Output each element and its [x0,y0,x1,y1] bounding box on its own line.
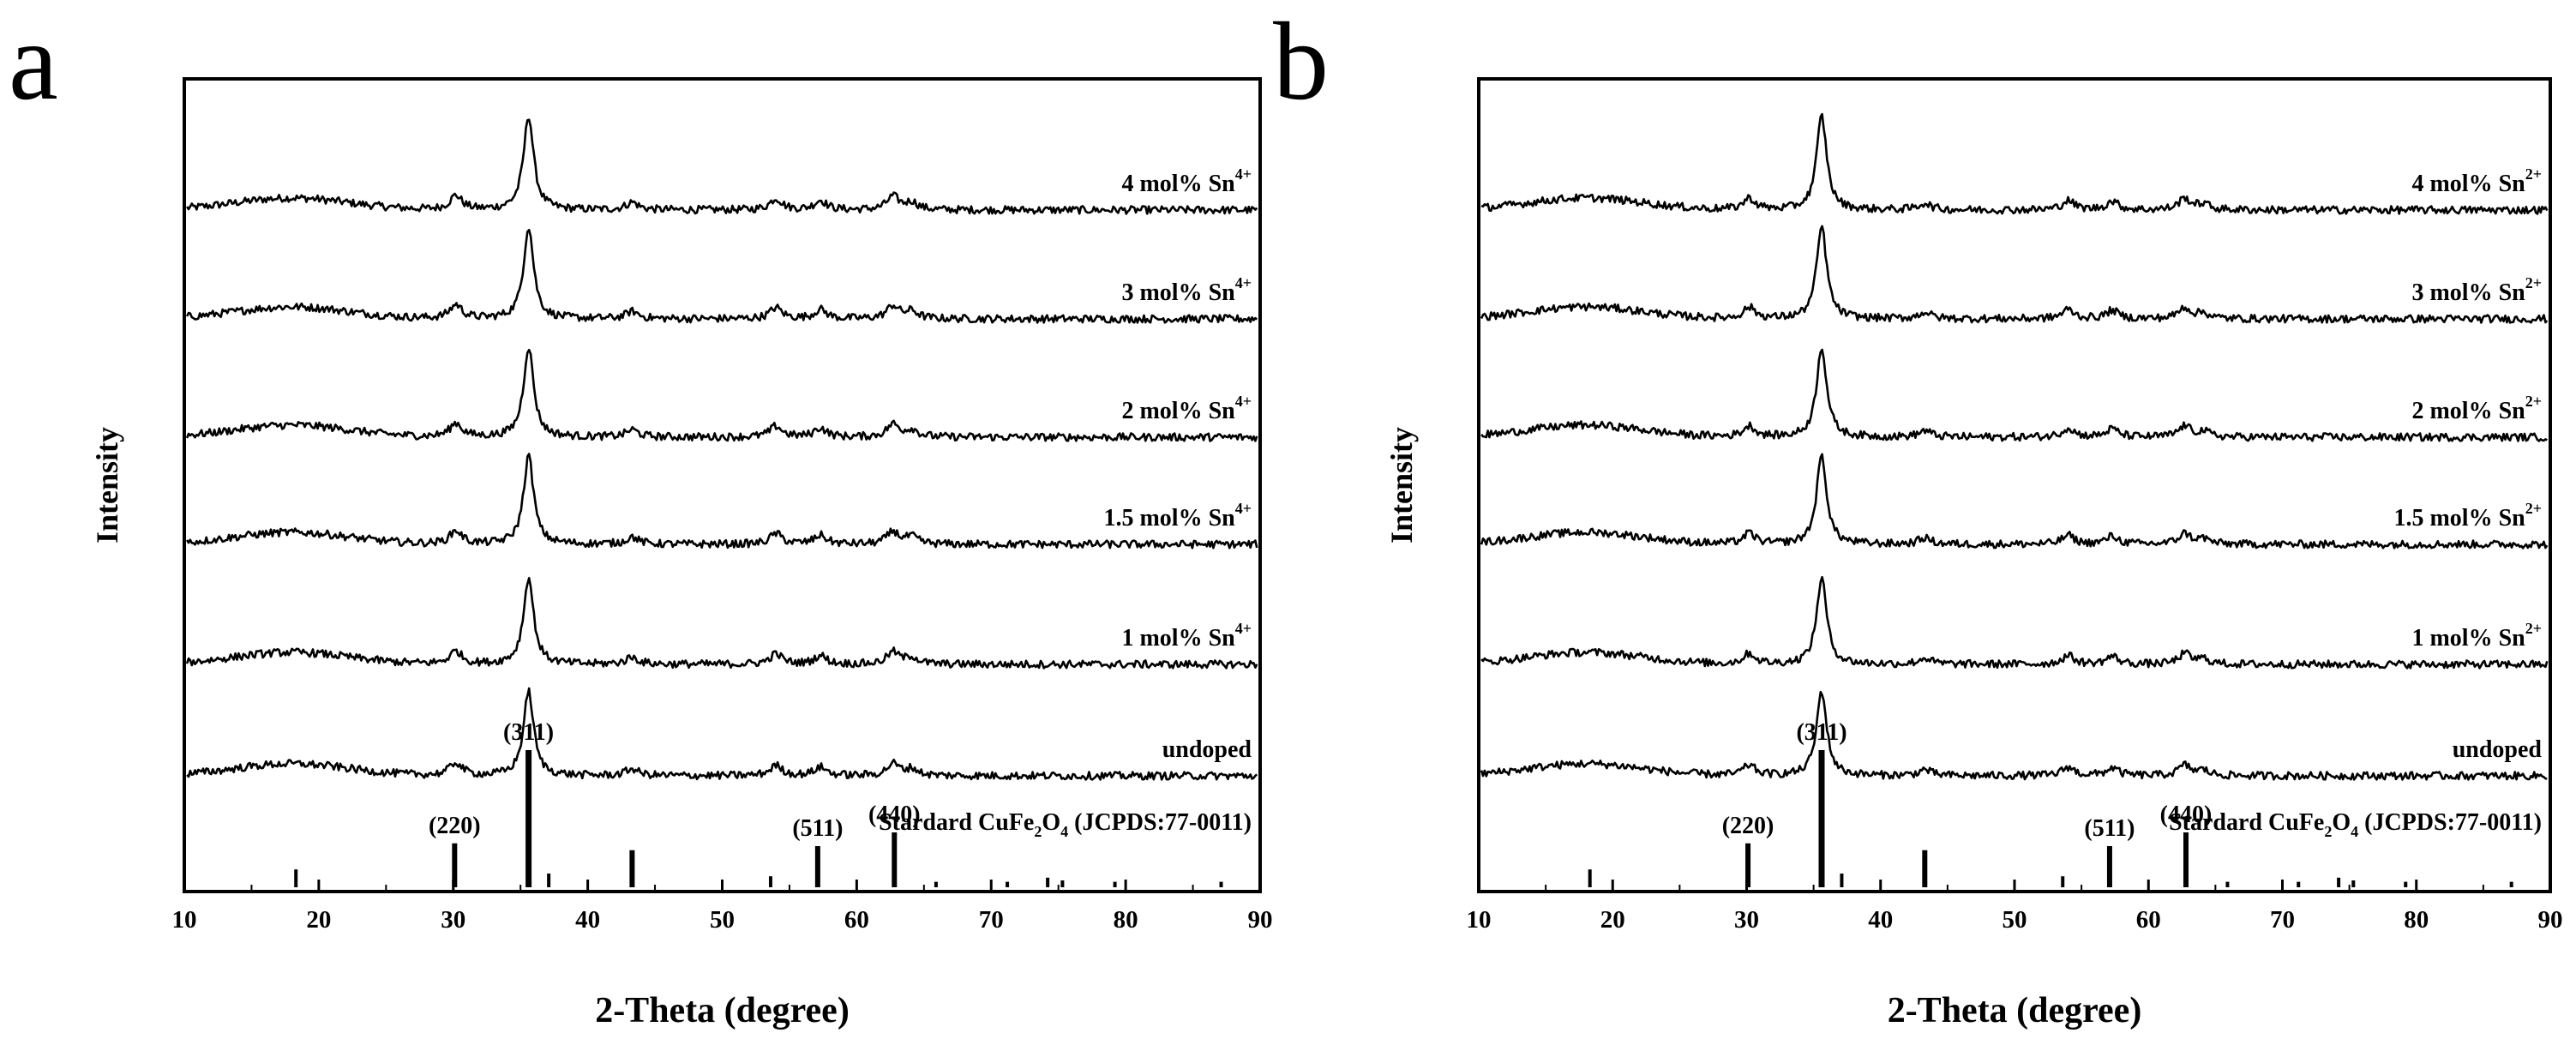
xrd-trace [1480,112,2549,215]
trace-label-superscript: 4+ [1235,165,1252,183]
trace-label-superscript: 2+ [2525,620,2542,637]
hkl-label: (311) [1796,719,1846,746]
x-tick-label: 10 [172,906,197,934]
x-tick-label: 60 [844,906,869,934]
xrd-trace [185,348,1258,442]
trace-label-main: 2 mol% Sn [2411,398,2525,424]
xrd-trace [186,687,1258,781]
x-tick-label: 40 [1868,906,1893,934]
reference-title-text: Stardard CuFe [2169,809,2324,836]
trace-label-superscript: 4+ [1235,274,1252,291]
trace-label-main: 1 mol% Sn [1121,625,1235,652]
reference-title-subscript: 2 [1034,823,1042,840]
panel-letter: a [9,0,58,123]
trace-label-superscript: 2+ [2525,274,2542,291]
trace-label-superscript: 4+ [1235,620,1252,637]
trace-label-main: 3 mol% Sn [2411,279,2525,306]
y-axis-title: Intensity [1384,427,1419,544]
hkl-label: (220) [1722,813,1774,839]
trace-label: 1 mol% Sn2+ [2411,620,2542,652]
x-tick-label: 50 [2003,906,2027,934]
x-tick-label: 80 [2404,906,2429,934]
reference-title: Stardard CuFe2O4 (JCPDS:77-0011) [879,809,1252,840]
xrd-trace [1480,453,2549,550]
trace-label: 3 mol% Sn2+ [2411,274,2542,306]
trace-label-main: undoped [2453,736,2543,763]
trace-label: undoped [1162,736,1252,763]
trace-label-main: 1 mol% Sn [2411,625,2525,652]
y-axis-title: Intensity [90,427,124,544]
reference-title-text: O [2332,809,2351,836]
trace-label: 2 mol% Sn4+ [1121,393,1252,424]
chart-panel-b: b 10 20 30 40 50 60 70 80 90 2-Theta (degree) Inten… [1273,0,2563,1030]
trace-label-superscript: 4+ [1235,393,1252,410]
trace-label: 4 mol% Sn4+ [1121,165,1252,197]
x-tick-label: 70 [979,906,1004,934]
xrd-trace [1480,348,2548,442]
trace-label-main: 4 mol% Sn [2411,171,2525,197]
x-tick-label: 60 [2136,906,2161,934]
hkl-label: (511) [792,815,843,842]
x-tick-label: 20 [306,906,331,934]
xrd-trace [185,228,1258,324]
hkl-label: (440) [868,802,921,828]
x-tick-label: 80 [1114,906,1138,934]
reference-title-text: (JCPDS:77-0011) [2358,809,2542,836]
xrd-trace [1480,690,2548,781]
trace-label-superscript: 2+ [2525,500,2542,517]
trace-label: 1 mol% Sn4+ [1121,620,1252,652]
trace-label-superscript: 4+ [1235,500,1252,517]
reference-title-subscript: 4 [1060,823,1068,840]
trace-label-superscript: 2+ [2525,393,2542,410]
hkl-label: (311) [503,719,554,746]
xrd-trace [185,453,1258,550]
chart-panel-a: a 10 20 30 40 50 60 70 80 90 2-Theta (degree) Inten… [9,0,1273,1030]
x-tick-label: 90 [1248,906,1273,934]
trace-label-main: 2 mol% Sn [1121,398,1235,424]
trace-label-superscript: 2+ [2525,165,2542,183]
trace-label: 1.5 mol% Sn2+ [2393,500,2542,532]
xrd-trace [1480,225,2549,324]
x-axis-title: 2-Theta (degree) [1888,991,2142,1030]
panel-letter: b [1273,0,1329,123]
x-tick-label: 30 [1734,906,1759,934]
trace-label: 1.5 mol% Sn4+ [1103,500,1252,532]
x-tick-label: 20 [1600,906,1625,934]
hkl-label: (440) [2160,802,2213,828]
xrd-trace [1480,575,2549,670]
reference-title-subscript: 2 [2324,823,2332,840]
reference-title: Stardard CuFe2O4 (JCPDS:77-0011) [2169,809,2542,840]
trace-label: 3 mol% Sn4+ [1121,274,1252,306]
x-tick-label: 30 [441,906,465,934]
reference-title-text: Stardard CuFe [879,809,1034,836]
x-tick-label: 90 [2538,906,2563,934]
reference-title-text: (JCPDS:77-0011) [1068,809,1252,836]
xrd-trace [185,576,1258,670]
x-tick-label: 40 [575,906,600,934]
trace-label: 2 mol% Sn2+ [2411,393,2542,424]
x-tick-label: 70 [2270,906,2295,934]
trace-label-main: 1.5 mol% Sn [1103,505,1235,532]
x-tick-label: 50 [710,906,735,934]
trace-label-main: 3 mol% Sn [1121,279,1235,306]
trace-label-main: 4 mol% Sn [1121,171,1235,197]
reference-title-subscript: 4 [2351,823,2358,840]
trace-label: 4 mol% Sn2+ [2411,165,2542,197]
trace-label-main: undoped [1162,736,1252,763]
x-tick-label: 10 [1467,906,1492,934]
hkl-label: (511) [2084,815,2135,842]
reference-title-text: O [1042,809,1060,836]
x-axis-title: 2-Theta (degree) [595,991,850,1030]
xrd-trace [186,118,1258,215]
hkl-label: (220) [429,813,481,839]
trace-label: undoped [2453,736,2543,763]
trace-label-main: 1.5 mol% Sn [2393,505,2525,532]
